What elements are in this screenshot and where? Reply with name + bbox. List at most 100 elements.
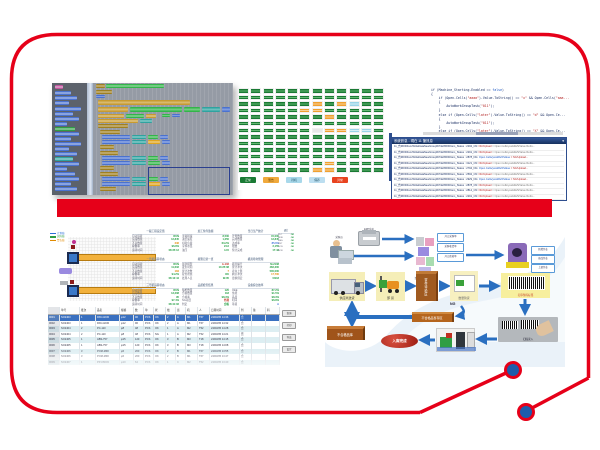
status-cell bbox=[336, 160, 348, 167]
barcode-print-node: 打印条码标签 bbox=[501, 273, 550, 298]
status-cell bbox=[238, 120, 249, 127]
status-cell bbox=[262, 140, 274, 147]
barcode-card-icon bbox=[502, 321, 518, 329]
palette-block bbox=[55, 91, 71, 95]
status-cell bbox=[348, 153, 360, 160]
inspection-node: 数量验货 bbox=[450, 271, 478, 301]
palette-block bbox=[55, 132, 79, 136]
code-block bbox=[172, 114, 180, 117]
code-block bbox=[160, 135, 168, 139]
status-cell bbox=[324, 167, 336, 173]
status-cell bbox=[262, 101, 274, 107]
status-cell bbox=[336, 134, 348, 140]
status-cell bbox=[373, 120, 385, 127]
status-cell bbox=[262, 134, 274, 140]
status-cell bbox=[348, 101, 360, 107]
status-cell bbox=[348, 94, 360, 101]
code-block bbox=[102, 140, 130, 144]
status-cell bbox=[274, 160, 286, 167]
status-cell bbox=[311, 160, 323, 167]
hmi-button[interactable]: 查询 bbox=[282, 310, 296, 317]
hmi-legend-row: 警告线 bbox=[50, 239, 65, 242]
status-cell bbox=[373, 101, 385, 107]
horizontal-scrollbar[interactable] bbox=[423, 132, 563, 135]
status-cell bbox=[299, 94, 311, 101]
red-divider-bar bbox=[57, 199, 552, 217]
status-cell bbox=[238, 147, 249, 153]
status-cell bbox=[311, 88, 323, 94]
status-cell bbox=[324, 114, 336, 120]
purple-button[interactable] bbox=[59, 268, 72, 274]
legend-chip: 保养 bbox=[309, 177, 325, 183]
chevron-down-icon[interactable]: ▾ bbox=[562, 139, 564, 143]
legend-chip: 待机 bbox=[286, 177, 302, 183]
block-editor-screenshot bbox=[52, 83, 233, 195]
status-cell bbox=[311, 147, 323, 153]
status-cell bbox=[250, 153, 262, 160]
palette-block bbox=[55, 122, 67, 126]
status-cell bbox=[287, 153, 299, 160]
status-cell bbox=[360, 140, 372, 147]
hmi-button[interactable]: 打印 bbox=[282, 322, 296, 329]
status-cell bbox=[360, 114, 372, 120]
status-cell bbox=[311, 127, 323, 134]
status-cell bbox=[262, 120, 274, 127]
status-cell bbox=[262, 167, 274, 173]
staging-area-node: 暂存待检区 bbox=[416, 271, 438, 301]
palette-block bbox=[55, 167, 67, 171]
status-cell bbox=[373, 114, 385, 120]
hmi-button[interactable]: 导出 bbox=[282, 334, 296, 341]
code-block bbox=[102, 135, 130, 139]
palette-block bbox=[55, 127, 75, 131]
status-cell bbox=[250, 167, 262, 173]
code-block bbox=[98, 114, 124, 118]
palette-block bbox=[55, 172, 75, 176]
status-cell bbox=[299, 153, 311, 160]
status-cell bbox=[287, 147, 299, 153]
status-cell bbox=[348, 167, 360, 173]
status-cell bbox=[373, 94, 385, 101]
status-cell bbox=[336, 120, 348, 127]
selection-rectangle bbox=[148, 167, 230, 195]
status-cell bbox=[287, 127, 299, 134]
code-block bbox=[98, 107, 128, 112]
code-block bbox=[132, 156, 146, 160]
status-cell bbox=[311, 140, 323, 147]
status-legend: 正常 警告 待机 保养 异常 bbox=[240, 177, 348, 183]
status-cell bbox=[299, 147, 311, 153]
code-block bbox=[132, 140, 146, 144]
printer-icon bbox=[358, 230, 380, 246]
palette-block bbox=[55, 117, 79, 121]
status-cell bbox=[238, 140, 249, 147]
status-cell bbox=[287, 88, 299, 94]
status-cell bbox=[238, 153, 249, 160]
code-block bbox=[100, 145, 114, 149]
status-cell bbox=[274, 114, 286, 120]
hmi-panel-row: 运转时间 08:41:02 bbox=[132, 302, 179, 306]
status-cell bbox=[274, 107, 286, 114]
status-cell bbox=[360, 127, 372, 134]
code-block bbox=[100, 130, 120, 134]
status-cell bbox=[324, 147, 336, 153]
status-cell bbox=[299, 107, 311, 114]
code-block bbox=[96, 84, 105, 88]
legend-chip: 异常 bbox=[332, 177, 348, 183]
status-cell bbox=[262, 88, 274, 94]
code-block bbox=[162, 140, 170, 144]
gray-indicator bbox=[60, 281, 68, 285]
status-cell bbox=[238, 94, 249, 101]
status-grid-screenshot: 正常 警告 待机 保养 异常 bbox=[238, 88, 394, 190]
status-cell bbox=[262, 107, 274, 114]
status-cell bbox=[274, 101, 286, 107]
status-cell bbox=[250, 127, 262, 134]
code-block bbox=[162, 114, 170, 117]
status-cell bbox=[262, 153, 274, 160]
status-cell bbox=[360, 94, 372, 101]
status-cell bbox=[348, 147, 360, 153]
status-cell bbox=[250, 101, 262, 107]
hmi-panel: 设备综合效率 OEE 87.2% 性能 91.5% 品质 98.3% 时间 96.8% 等级 A bbox=[232, 284, 279, 306]
status-cell bbox=[311, 107, 323, 114]
status-cell bbox=[299, 127, 311, 134]
status-cell bbox=[274, 140, 286, 147]
legend-chip: 警告 bbox=[263, 177, 279, 183]
